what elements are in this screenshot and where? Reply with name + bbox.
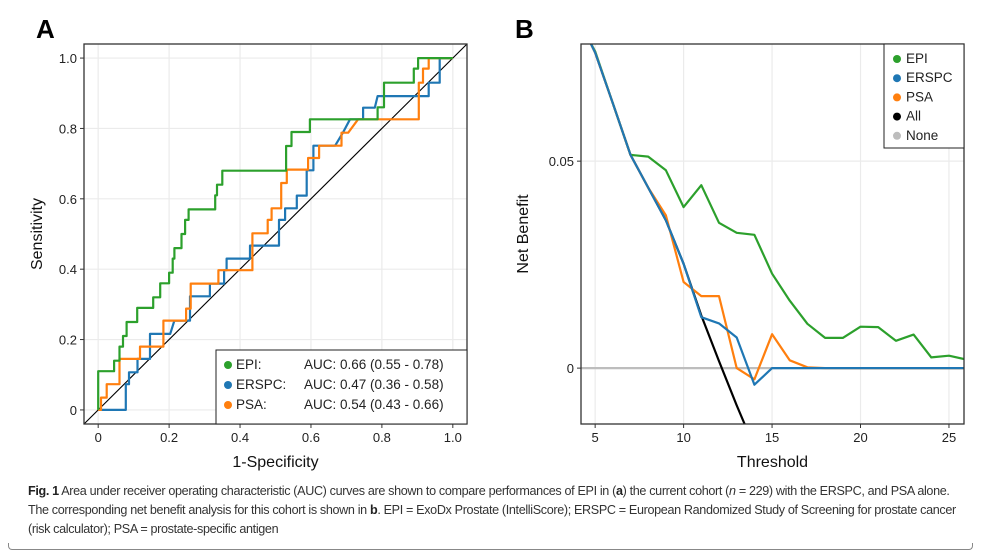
x-tick-label: 0 <box>95 430 102 445</box>
series-line-erspc <box>589 44 964 386</box>
x-tick-label: 15 <box>765 430 779 445</box>
x-axis-label: Threshold <box>737 454 808 471</box>
legend-marker-epi <box>893 55 901 63</box>
caption-text: = 229) with the ERSPC, and PSA alone. Th… <box>28 484 950 517</box>
legend-auc: AUC: 0.47 (0.36 - 0.58) <box>304 377 444 392</box>
caption-text: . EPI = ExoDx Prostate (IntelliScore); E… <box>28 503 956 536</box>
series-line-epi <box>589 44 964 361</box>
legend-label: ERSPC: <box>236 377 286 392</box>
y-tick-label: 1.0 <box>59 51 77 66</box>
roc-chart: 0 0.2 0.4 0.6 0.8 1.0 0 0.2 0.4 0.6 0.8 1.0 1-Specif… <box>29 43 468 471</box>
y-tick-label: 0.2 <box>59 333 77 348</box>
plot-area <box>581 44 964 424</box>
reference-diagonal <box>84 44 467 424</box>
x-tick-label: 20 <box>853 430 867 445</box>
legend-label: EPI <box>906 51 928 66</box>
x-tick-label: 25 <box>942 430 956 445</box>
caption-n: n <box>729 484 736 498</box>
legend-marker-all <box>893 112 901 121</box>
y-tick-label: 0 <box>70 403 77 418</box>
plot-area <box>84 44 467 424</box>
y-tick-label: 0.05 <box>549 154 574 169</box>
legend-label: EPI: <box>236 357 262 372</box>
x-tick-label: 10 <box>676 430 690 445</box>
y-tick-label: 0 <box>567 361 574 376</box>
x-tick-label: 1.0 <box>444 430 462 445</box>
y-tick-label: 0.4 <box>59 262 77 277</box>
figure-caption: Fig. 1 Area under receiver operating cha… <box>28 482 963 539</box>
series-line-epi <box>97 57 453 410</box>
legend-marker-erspc <box>224 381 232 389</box>
legend-marker-erspc <box>893 74 901 83</box>
legend-label: None <box>906 128 938 143</box>
x-tick-label: 0.4 <box>231 430 249 445</box>
caption-text: ) the current cohort ( <box>622 484 730 498</box>
legend: EPI ERSPC PSA All None <box>883 43 965 149</box>
y-axis-label: Net Benefit <box>515 194 532 274</box>
y-tick-label: 0.8 <box>59 121 77 136</box>
x-tick-label: 5 <box>592 430 599 445</box>
y-tick-label: 0.6 <box>59 192 77 207</box>
legend-label: All <box>906 109 921 124</box>
legend-label: PSA <box>906 89 933 104</box>
caption-panel-ref-b: b <box>369 503 378 517</box>
legend-label: PSA: <box>236 397 267 412</box>
caption-text: Area under receiver operating characteri… <box>58 484 616 498</box>
plot-frame <box>580 43 965 425</box>
x-tick-label: 0.8 <box>373 430 391 445</box>
legend-marker-psa <box>224 401 232 409</box>
legend-auc: AUC: 0.66 (0.55 - 0.78) <box>304 357 444 372</box>
series-line-all <box>589 44 746 424</box>
net-benefit-chart: 5 10 15 20 25 0.05 0 Threshold Net Benefit EPI ERS… <box>515 43 965 471</box>
legend-marker-none <box>893 131 901 140</box>
x-axis-label: 1-Specificity <box>232 454 318 471</box>
panel-label-b: B <box>515 14 534 44</box>
legend-label: ERSPC <box>906 70 953 85</box>
legend-auc: AUC: 0.54 (0.43 - 0.66) <box>304 397 444 412</box>
x-tick-label: 0.2 <box>160 430 178 445</box>
legend-marker-epi <box>224 361 232 369</box>
panel-label-a: A <box>36 14 55 44</box>
legend-box <box>215 349 468 425</box>
x-tick-label: 0.6 <box>302 430 320 445</box>
caption-panel-ref-a: a <box>615 484 623 498</box>
caption-fig-label: Fig. 1 <box>28 484 59 498</box>
series-line-erspc <box>98 57 453 411</box>
caption-bracket <box>8 543 973 550</box>
legend: EPI: AUC: 0.66 (0.55 - 0.78) ERSPC: AUC: 0.… <box>215 349 468 425</box>
legend-marker-psa <box>893 93 901 102</box>
y-axis-label: Sensitivity <box>29 198 46 270</box>
